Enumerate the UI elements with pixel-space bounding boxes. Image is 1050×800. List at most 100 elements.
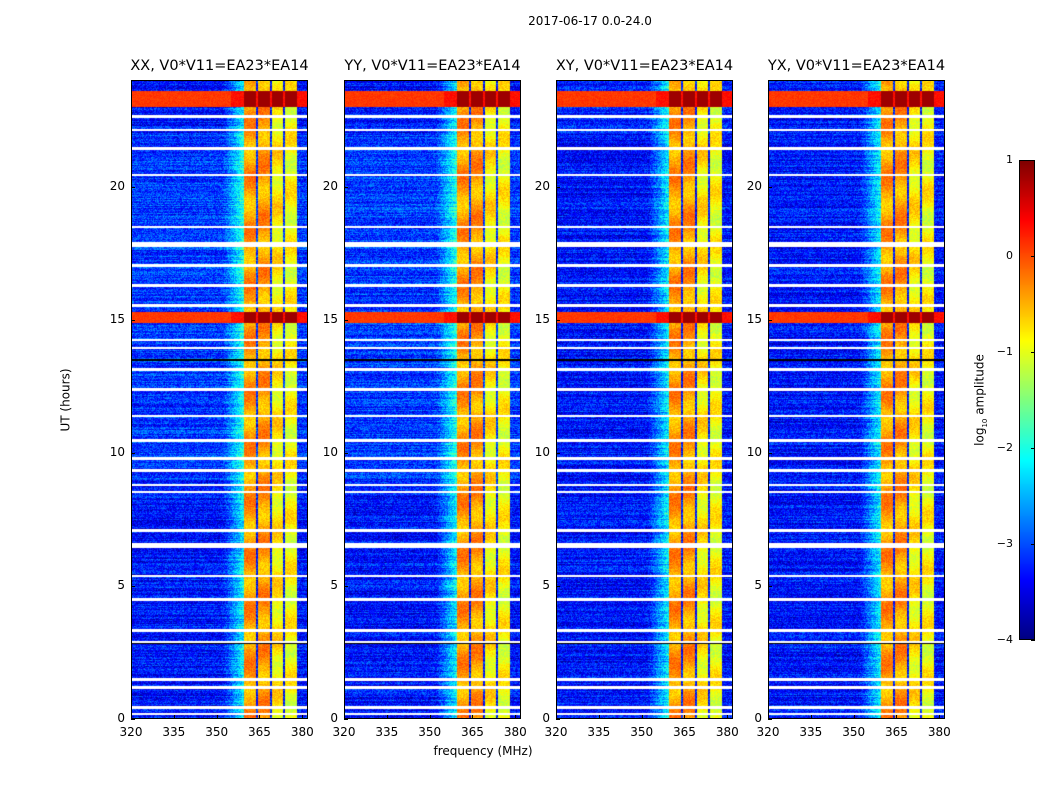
x-tick-label: 320 — [119, 725, 143, 739]
x-tick-label: 380 — [290, 725, 314, 739]
x-tick-mark — [216, 715, 218, 719]
x-tick-mark — [896, 715, 898, 719]
heatmap-image — [768, 80, 945, 719]
x-tick-mark — [556, 715, 557, 719]
spectrogram-yx — [768, 80, 945, 719]
y-tick-label: 20 — [534, 178, 550, 193]
x-tick-mark — [429, 715, 431, 719]
colorbar-gradient — [1019, 160, 1035, 640]
y-tick-mark — [556, 319, 560, 321]
x-tick-mark — [810, 715, 812, 719]
y-tick-mark — [131, 585, 135, 587]
y-tick-mark — [768, 585, 772, 587]
x-tick-label: 350 — [842, 725, 866, 739]
colorbar — [1019, 160, 1035, 640]
colorbar-tick-label: −4 — [996, 633, 1013, 646]
y-tick-mark — [131, 719, 135, 720]
y-tick-label: 0 — [330, 711, 338, 725]
colorbar-tick-mark — [1031, 640, 1035, 641]
colorbar-tick-label: −2 — [996, 441, 1013, 454]
x-tick-mark — [386, 715, 388, 719]
y-tick-mark — [344, 186, 348, 188]
panel-title-yx: YX, V0*V11=EA23*EA14 — [767, 58, 946, 74]
y-tick-label: 15 — [746, 311, 762, 326]
x-tick-mark — [684, 715, 686, 719]
y-tick-label: 5 — [754, 577, 762, 592]
y-tick-label: 20 — [109, 178, 125, 193]
heatmap-image — [344, 80, 521, 719]
y-tick-label: 15 — [322, 311, 338, 326]
x-tick-label: 380 — [715, 725, 739, 739]
x-tick-label: 380 — [927, 725, 951, 739]
x-tick-mark — [515, 715, 517, 719]
figure-suptitle: 2017-06-17 0.0-24.0 — [528, 14, 652, 28]
y-tick-mark — [768, 319, 772, 321]
y-tick-mark — [556, 186, 560, 188]
x-tick-mark — [727, 715, 729, 719]
colorbar-tick-label: 0 — [1006, 249, 1013, 262]
x-tick-label: 320 — [544, 725, 568, 739]
y-tick-label: 5 — [330, 577, 338, 592]
colorbar-tick-mark — [1031, 256, 1035, 257]
y-tick-mark — [131, 319, 135, 321]
x-tick-label: 380 — [503, 725, 527, 739]
y-tick-label: 10 — [534, 444, 550, 459]
x-tick-mark — [472, 715, 474, 719]
spectrogram-yy — [344, 80, 521, 719]
y-tick-mark — [344, 452, 348, 454]
y-tick-label: 0 — [754, 711, 762, 725]
colorbar-tick-mark — [1031, 448, 1035, 449]
y-tick-label: 0 — [542, 711, 550, 725]
panel-title-xy: XY, V0*V11=EA23*EA14 — [555, 58, 734, 74]
x-tick-label: 335 — [799, 725, 823, 739]
colorbar-tick-mark — [1031, 544, 1035, 545]
x-tick-label: 350 — [205, 725, 229, 739]
x-tick-label: 365 — [248, 725, 271, 739]
x-tick-label: 335 — [375, 725, 399, 739]
heatmap-image — [131, 80, 308, 719]
colorbar-tick-mark — [1031, 352, 1035, 353]
colorbar-frame — [1019, 160, 1035, 640]
y-tick-label: 10 — [322, 444, 338, 459]
spectrogram-xx — [131, 80, 308, 719]
heatmap-image — [556, 80, 733, 719]
y-axis-label: UT (hours) — [58, 368, 73, 432]
x-tick-label: 350 — [630, 725, 654, 739]
x-tick-mark — [768, 715, 769, 719]
y-tick-label: 20 — [322, 178, 338, 193]
y-tick-mark — [556, 719, 560, 720]
colorbar-tick-label: −1 — [996, 345, 1013, 358]
y-tick-mark — [131, 186, 135, 188]
y-tick-label: 15 — [534, 311, 550, 326]
colorbar-label: log10 amplitude — [972, 354, 990, 446]
x-tick-mark — [173, 715, 175, 719]
x-tick-mark — [641, 715, 643, 719]
colorbar-tick-label: 1 — [1006, 153, 1013, 166]
x-tick-label: 365 — [461, 725, 484, 739]
x-tick-mark — [344, 715, 345, 719]
y-tick-mark — [768, 452, 772, 454]
y-tick-mark — [344, 719, 348, 720]
y-tick-label: 15 — [109, 311, 125, 326]
y-tick-label: 0 — [117, 711, 125, 725]
spectrogram-xy — [556, 80, 733, 719]
x-tick-mark — [131, 715, 132, 719]
x-tick-mark — [939, 715, 941, 719]
x-tick-label: 350 — [418, 725, 442, 739]
colorbar-tick-label: −3 — [996, 537, 1013, 550]
x-tick-mark — [302, 715, 304, 719]
x-tick-mark — [259, 715, 261, 719]
x-axis-label: frequency (MHz) — [433, 744, 533, 758]
y-tick-label: 5 — [542, 577, 550, 592]
y-tick-mark — [556, 452, 560, 454]
y-tick-mark — [556, 585, 560, 587]
panel-title-xx: XX, V0*V11=EA23*EA14 — [130, 58, 309, 74]
y-tick-label: 10 — [746, 444, 762, 459]
x-tick-label: 365 — [885, 725, 908, 739]
x-tick-label: 335 — [162, 725, 186, 739]
panel-title-yy: YY, V0*V11=EA23*EA14 — [344, 58, 521, 74]
x-tick-label: 365 — [673, 725, 696, 739]
y-tick-mark — [768, 186, 772, 188]
y-tick-mark — [131, 452, 135, 454]
y-tick-label: 5 — [117, 577, 125, 592]
